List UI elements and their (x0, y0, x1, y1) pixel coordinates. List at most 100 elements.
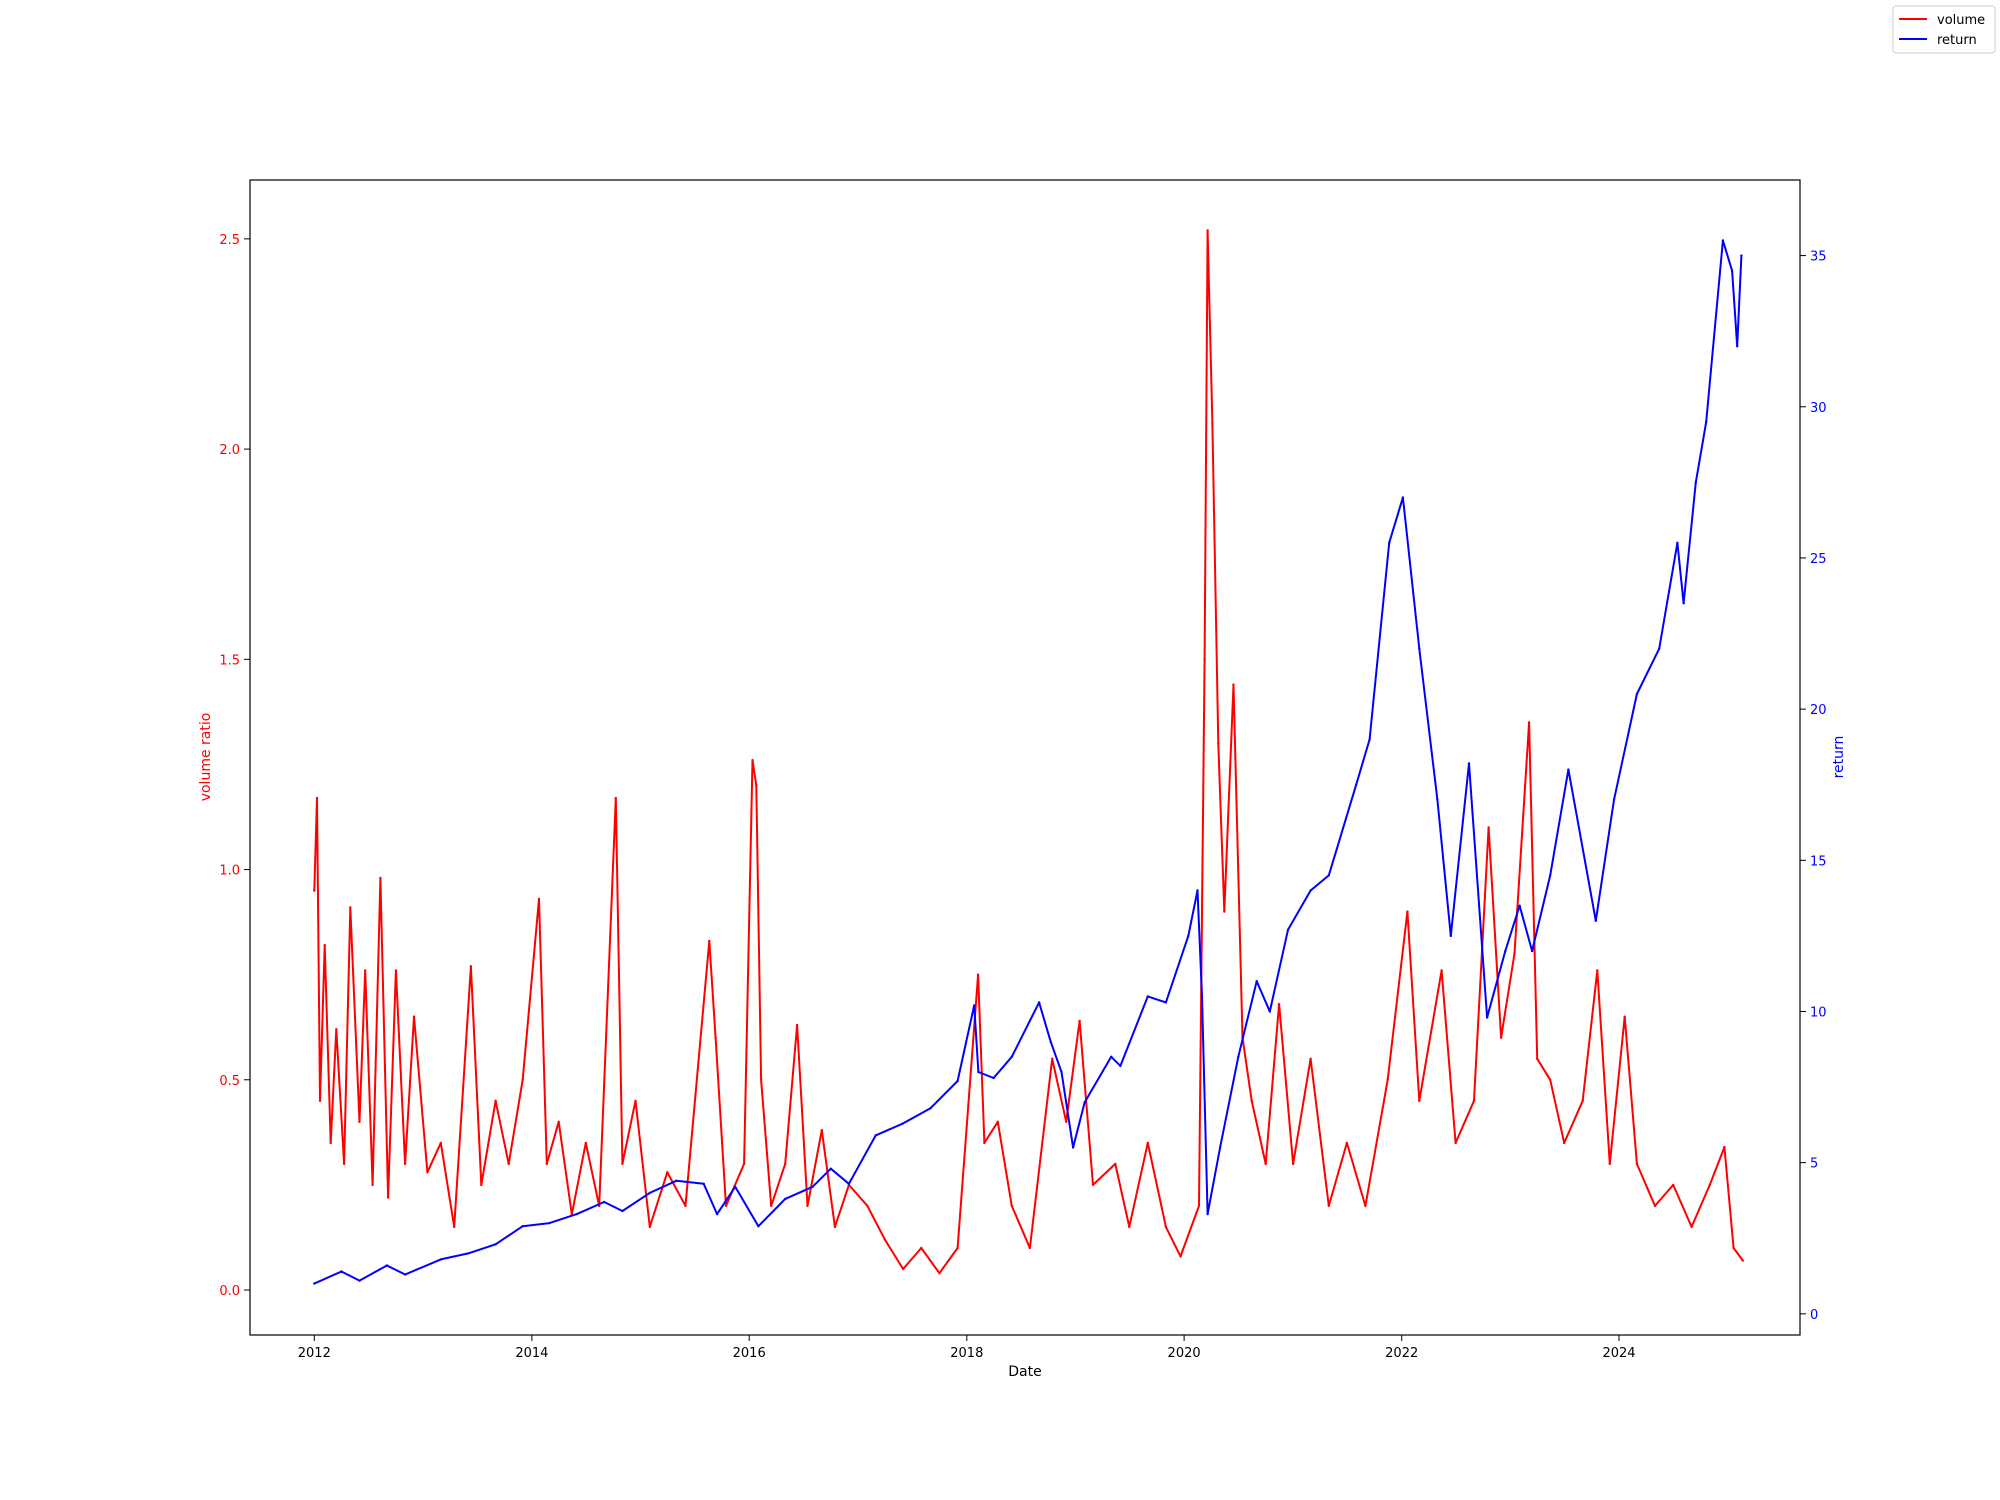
x-tick-label: 2014 (515, 1346, 548, 1361)
return-point (1705, 420, 1708, 424)
return-point (1110, 1055, 1113, 1059)
y-right-tick-label: 10 (1810, 1005, 1827, 1020)
volume-point (724, 1204, 728, 1208)
volume-point (648, 1225, 651, 1229)
volume-point (1065, 1120, 1068, 1124)
volume-point (1028, 1246, 1032, 1250)
volume-point (1164, 1225, 1168, 1229)
volume-point (371, 1183, 374, 1187)
volume-point (1051, 1057, 1054, 1061)
return-point (702, 1182, 705, 1186)
y-right-tick-label: 5 (1810, 1157, 1818, 1172)
volume-point (507, 1162, 510, 1166)
return-point (1268, 1010, 1272, 1013)
volume-point (755, 784, 758, 787)
volume-point (1653, 1204, 1657, 1208)
volume-point (1596, 969, 1599, 972)
return-point (1327, 874, 1331, 877)
return-point (603, 1200, 606, 1204)
return-point (874, 1134, 877, 1137)
volume-point (403, 1162, 407, 1166)
return-point (977, 1070, 980, 1074)
return-point (1010, 1055, 1013, 1059)
y-left-tick-label: 0.0 (219, 1284, 240, 1299)
return-point (1200, 995, 1204, 998)
return-point (1164, 1001, 1168, 1004)
volume-point (329, 1141, 332, 1145)
y-left-tick-label: 1.0 (219, 864, 240, 879)
return-point (1485, 1016, 1489, 1019)
return-point (1730, 269, 1734, 272)
volume-point (1549, 1078, 1552, 1082)
volume-point (666, 1171, 669, 1174)
return-point (1119, 1064, 1122, 1068)
return-point (439, 1258, 442, 1261)
volume-point (1690, 1225, 1693, 1229)
return-point (1736, 345, 1739, 348)
volume-point (1635, 1162, 1639, 1166)
volume-point (1513, 952, 1516, 955)
return-point (734, 1185, 737, 1189)
volume-point (1406, 910, 1409, 913)
volume-point (1472, 1099, 1476, 1103)
y-right-tick-label: 20 (1810, 703, 1827, 718)
x-axis: 2012 2014 2016 2018 2020 2022 2024 (298, 1335, 1636, 1361)
plot-lines (313, 229, 1745, 1285)
x-axis-label: Date (1008, 1364, 1041, 1380)
return-point (1567, 768, 1570, 771)
return-point (1060, 1070, 1063, 1074)
volume-point (1010, 1204, 1013, 1208)
volume-point (584, 1141, 587, 1145)
volume-point (795, 1023, 799, 1027)
volume-point (1536, 1057, 1539, 1061)
volume-point (1217, 742, 1220, 745)
return-point (1255, 980, 1258, 983)
return-point (467, 1252, 470, 1255)
y-left-tick-label: 2.0 (219, 443, 240, 458)
return-point (548, 1221, 551, 1225)
x-tick-label: 2022 (1385, 1346, 1418, 1361)
volume-point (426, 1171, 429, 1174)
volume-point (901, 1267, 905, 1271)
plot-frame (249, 179, 1801, 1336)
volume-point (1487, 826, 1490, 829)
volume-point (1454, 1141, 1457, 1145)
volume-point (883, 1238, 887, 1241)
volume-point (1114, 1162, 1117, 1166)
y-right-tick-label: 0 (1810, 1308, 1818, 1323)
return-point (403, 1273, 407, 1276)
volume-point (545, 1162, 548, 1166)
volume-point (1078, 1019, 1081, 1023)
return-point (621, 1209, 624, 1213)
volume-point (1723, 1145, 1726, 1149)
volume-point (318, 1099, 322, 1103)
volume-point (833, 1225, 837, 1229)
y-right-tick-label: 35 (1810, 250, 1827, 265)
volume-point (349, 906, 352, 909)
return-point (1187, 934, 1190, 938)
volume-point (315, 796, 319, 800)
volume-point (323, 944, 326, 947)
volume-point (820, 1129, 823, 1132)
return-point (1388, 541, 1391, 544)
return-point (1504, 949, 1507, 953)
return-point (1218, 1146, 1222, 1149)
return-point (1676, 541, 1679, 544)
x-tick-label: 2020 (1168, 1346, 1201, 1361)
volume-point (1291, 1162, 1295, 1166)
return-point (973, 1004, 976, 1007)
volume-point (342, 1162, 346, 1166)
return-point (1286, 928, 1290, 931)
x-tick-label: 2016 (733, 1346, 766, 1361)
volume-point (469, 965, 473, 968)
y-axis-right-label: return (1831, 736, 1847, 779)
return-point (1449, 934, 1453, 938)
volume-point (976, 973, 980, 976)
volume-point (1203, 658, 1206, 661)
volume-point (1732, 1246, 1735, 1250)
return-point (1237, 1055, 1240, 1059)
volume-point (621, 1162, 624, 1166)
volume-point (684, 1204, 687, 1208)
legend-box (1892, 5, 1996, 54)
y-right-tick-label: 25 (1810, 552, 1827, 567)
